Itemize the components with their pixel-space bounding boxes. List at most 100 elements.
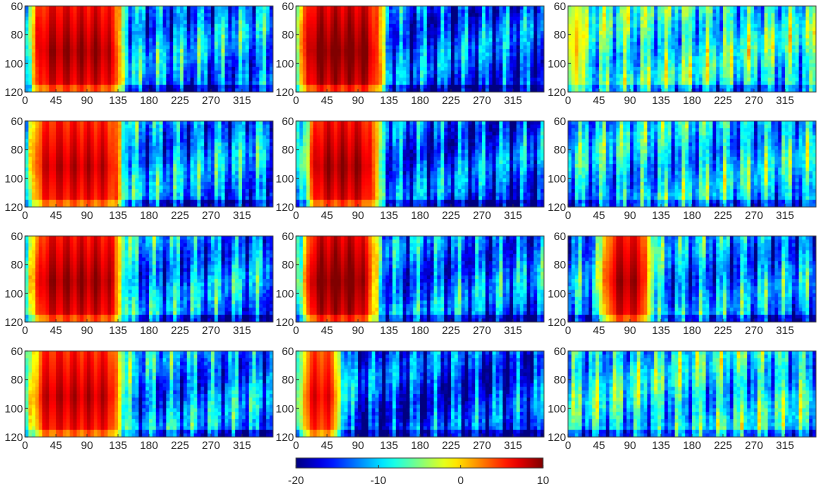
heatmap-cell xyxy=(671,27,676,32)
heatmap-cell xyxy=(104,13,109,18)
heatmap-cell xyxy=(526,66,531,71)
heatmap-cell xyxy=(100,52,105,57)
heatmap-cell xyxy=(661,66,665,71)
heatmap-cell xyxy=(667,66,672,71)
heatmap-cell xyxy=(392,49,397,53)
heatmap-cell xyxy=(93,59,98,64)
heatmap-cell xyxy=(378,88,383,92)
heatmap-cell xyxy=(502,9,507,14)
heatmap-cell xyxy=(371,63,376,68)
heatmap-cell xyxy=(269,77,273,82)
heatmap-cell xyxy=(368,49,373,53)
heatmap-cell xyxy=(351,34,355,39)
heatmap-cell xyxy=(42,74,47,79)
heatmap-cell xyxy=(114,31,119,36)
heatmap-cell xyxy=(667,77,672,82)
heatmap-cell xyxy=(330,63,335,68)
heatmap-cell xyxy=(107,63,112,68)
heatmap-cell xyxy=(712,23,717,28)
heatmap-cell xyxy=(585,16,590,21)
heatmap-cell xyxy=(358,70,362,75)
heatmap-cell xyxy=(747,31,751,36)
heatmap-cell xyxy=(371,23,376,28)
heatmap-cell xyxy=(135,31,140,36)
heatmap-cell xyxy=(581,81,586,86)
heatmap-cell xyxy=(640,6,645,10)
heatmap-cell xyxy=(155,88,160,92)
heatmap-cell xyxy=(451,9,455,14)
heatmap-cell xyxy=(650,16,655,21)
heatmap-cell xyxy=(313,16,318,21)
heatmap-cell xyxy=(316,63,321,68)
heatmap-cell xyxy=(238,84,243,89)
heatmap-cell xyxy=(176,63,181,68)
heatmap-cell xyxy=(221,20,226,25)
heatmap-cell xyxy=(259,66,264,71)
heatmap-cell xyxy=(87,13,91,18)
heatmap-cell xyxy=(612,70,617,75)
heatmap-cell xyxy=(671,59,676,64)
heatmap-cell xyxy=(238,70,243,75)
heatmap-cell xyxy=(568,84,572,89)
heatmap-cell xyxy=(712,77,717,82)
heatmap-cell xyxy=(643,9,648,14)
heatmap-cell xyxy=(506,77,510,82)
heatmap-cell xyxy=(671,6,676,10)
heatmap-cell xyxy=(595,56,600,61)
heatmap-cell xyxy=(754,31,758,36)
heatmap-cell xyxy=(235,56,239,61)
heatmap-cell xyxy=(592,23,596,28)
heatmap-cell xyxy=(135,70,140,75)
heatmap-cell xyxy=(681,41,686,46)
heatmap-cell xyxy=(121,16,126,21)
heatmap-cell xyxy=(323,38,328,43)
heatmap-cell xyxy=(712,16,717,21)
heatmap-cell xyxy=(80,52,84,57)
heatmap-cell xyxy=(461,23,466,28)
heatmap-cell xyxy=(200,84,205,89)
heatmap-cell xyxy=(382,81,386,86)
heatmap-cell xyxy=(602,23,607,28)
heatmap-cell xyxy=(468,74,473,79)
heatmap-cell xyxy=(316,34,321,39)
heatmap-cell xyxy=(492,45,497,50)
heatmap-cell xyxy=(605,45,610,50)
heatmap-cell xyxy=(347,84,352,89)
heatmap-cell xyxy=(344,41,349,46)
heatmap-cell xyxy=(354,9,359,14)
heatmap-cell xyxy=(354,41,359,46)
heatmap-cell xyxy=(183,13,188,18)
heatmap-cell xyxy=(104,84,109,89)
heatmap-cell xyxy=(368,88,373,92)
heatmap-cell xyxy=(228,84,233,89)
heatmap-cell xyxy=(760,23,765,28)
heatmap-cell xyxy=(100,23,105,28)
heatmap-cell xyxy=(204,45,208,50)
heatmap-cell xyxy=(87,77,91,82)
heatmap-cell xyxy=(464,45,469,50)
heatmap-cell xyxy=(402,16,407,21)
heatmap-cell xyxy=(330,45,335,50)
heatmap-cell xyxy=(193,41,198,46)
heatmap-cell xyxy=(80,56,84,61)
heatmap-cell xyxy=(712,56,717,61)
heatmap-cell xyxy=(207,52,212,57)
heatmap-cell xyxy=(255,81,260,86)
heatmap-cell xyxy=(204,20,208,25)
heatmap-cell xyxy=(248,74,253,79)
heatmap-cell xyxy=(368,27,373,32)
heatmap-cell xyxy=(729,34,734,39)
heatmap-cell xyxy=(107,20,112,25)
heatmap-cell xyxy=(616,88,621,92)
heatmap-cell xyxy=(76,84,81,89)
heatmap-cell xyxy=(426,84,431,89)
heatmap-cell xyxy=(323,23,328,28)
heatmap-cell xyxy=(623,84,627,89)
heatmap-cell xyxy=(698,45,703,50)
heatmap-cell xyxy=(107,6,112,10)
heatmap-cell xyxy=(66,52,71,57)
heatmap-cell xyxy=(482,74,486,79)
heatmap-cell xyxy=(778,77,782,82)
heatmap-cell xyxy=(616,74,621,79)
heatmap-cell xyxy=(764,45,769,50)
